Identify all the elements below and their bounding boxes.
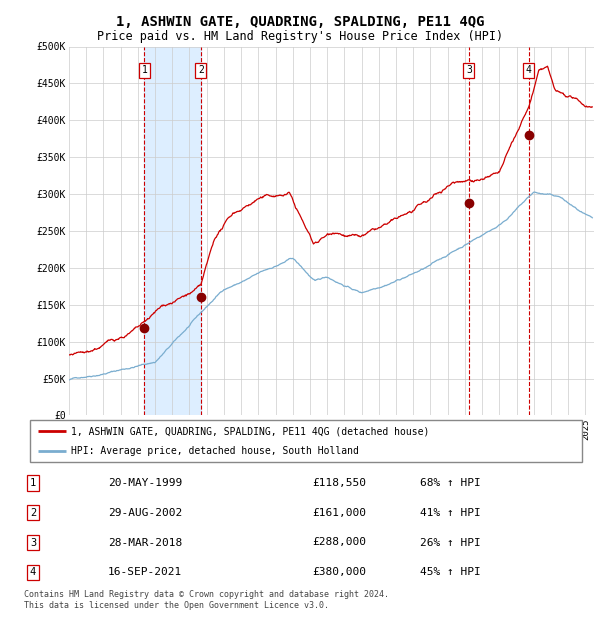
- Text: 2: 2: [30, 508, 36, 518]
- Text: 1: 1: [142, 65, 148, 75]
- Text: 20-MAY-1999: 20-MAY-1999: [108, 478, 182, 488]
- Text: 29-AUG-2002: 29-AUG-2002: [108, 508, 182, 518]
- Text: 68% ↑ HPI: 68% ↑ HPI: [420, 478, 481, 488]
- Text: 26% ↑ HPI: 26% ↑ HPI: [420, 538, 481, 547]
- Text: HPI: Average price, detached house, South Holland: HPI: Average price, detached house, Sout…: [71, 446, 359, 456]
- Bar: [145, 46, 201, 415]
- Text: 3: 3: [466, 65, 472, 75]
- Text: 3: 3: [30, 538, 36, 547]
- Text: 16-SEP-2021: 16-SEP-2021: [108, 567, 182, 577]
- Text: Contains HM Land Registry data © Crown copyright and database right 2024.
This d: Contains HM Land Registry data © Crown c…: [24, 590, 389, 609]
- Text: £288,000: £288,000: [312, 538, 366, 547]
- Text: Price paid vs. HM Land Registry's House Price Index (HPI): Price paid vs. HM Land Registry's House …: [97, 30, 503, 43]
- Text: 1: 1: [30, 478, 36, 488]
- Text: 4: 4: [526, 65, 532, 75]
- Text: 2: 2: [198, 65, 204, 75]
- Text: £161,000: £161,000: [312, 508, 366, 518]
- Text: £118,550: £118,550: [312, 478, 366, 488]
- FancyBboxPatch shape: [30, 420, 582, 462]
- Text: 28-MAR-2018: 28-MAR-2018: [108, 538, 182, 547]
- Text: 4: 4: [30, 567, 36, 577]
- Text: 41% ↑ HPI: 41% ↑ HPI: [420, 508, 481, 518]
- Text: 45% ↑ HPI: 45% ↑ HPI: [420, 567, 481, 577]
- Text: 1, ASHWIN GATE, QUADRING, SPALDING, PE11 4QG: 1, ASHWIN GATE, QUADRING, SPALDING, PE11…: [116, 16, 484, 30]
- Text: 1, ASHWIN GATE, QUADRING, SPALDING, PE11 4QG (detached house): 1, ASHWIN GATE, QUADRING, SPALDING, PE11…: [71, 426, 430, 436]
- Text: £380,000: £380,000: [312, 567, 366, 577]
